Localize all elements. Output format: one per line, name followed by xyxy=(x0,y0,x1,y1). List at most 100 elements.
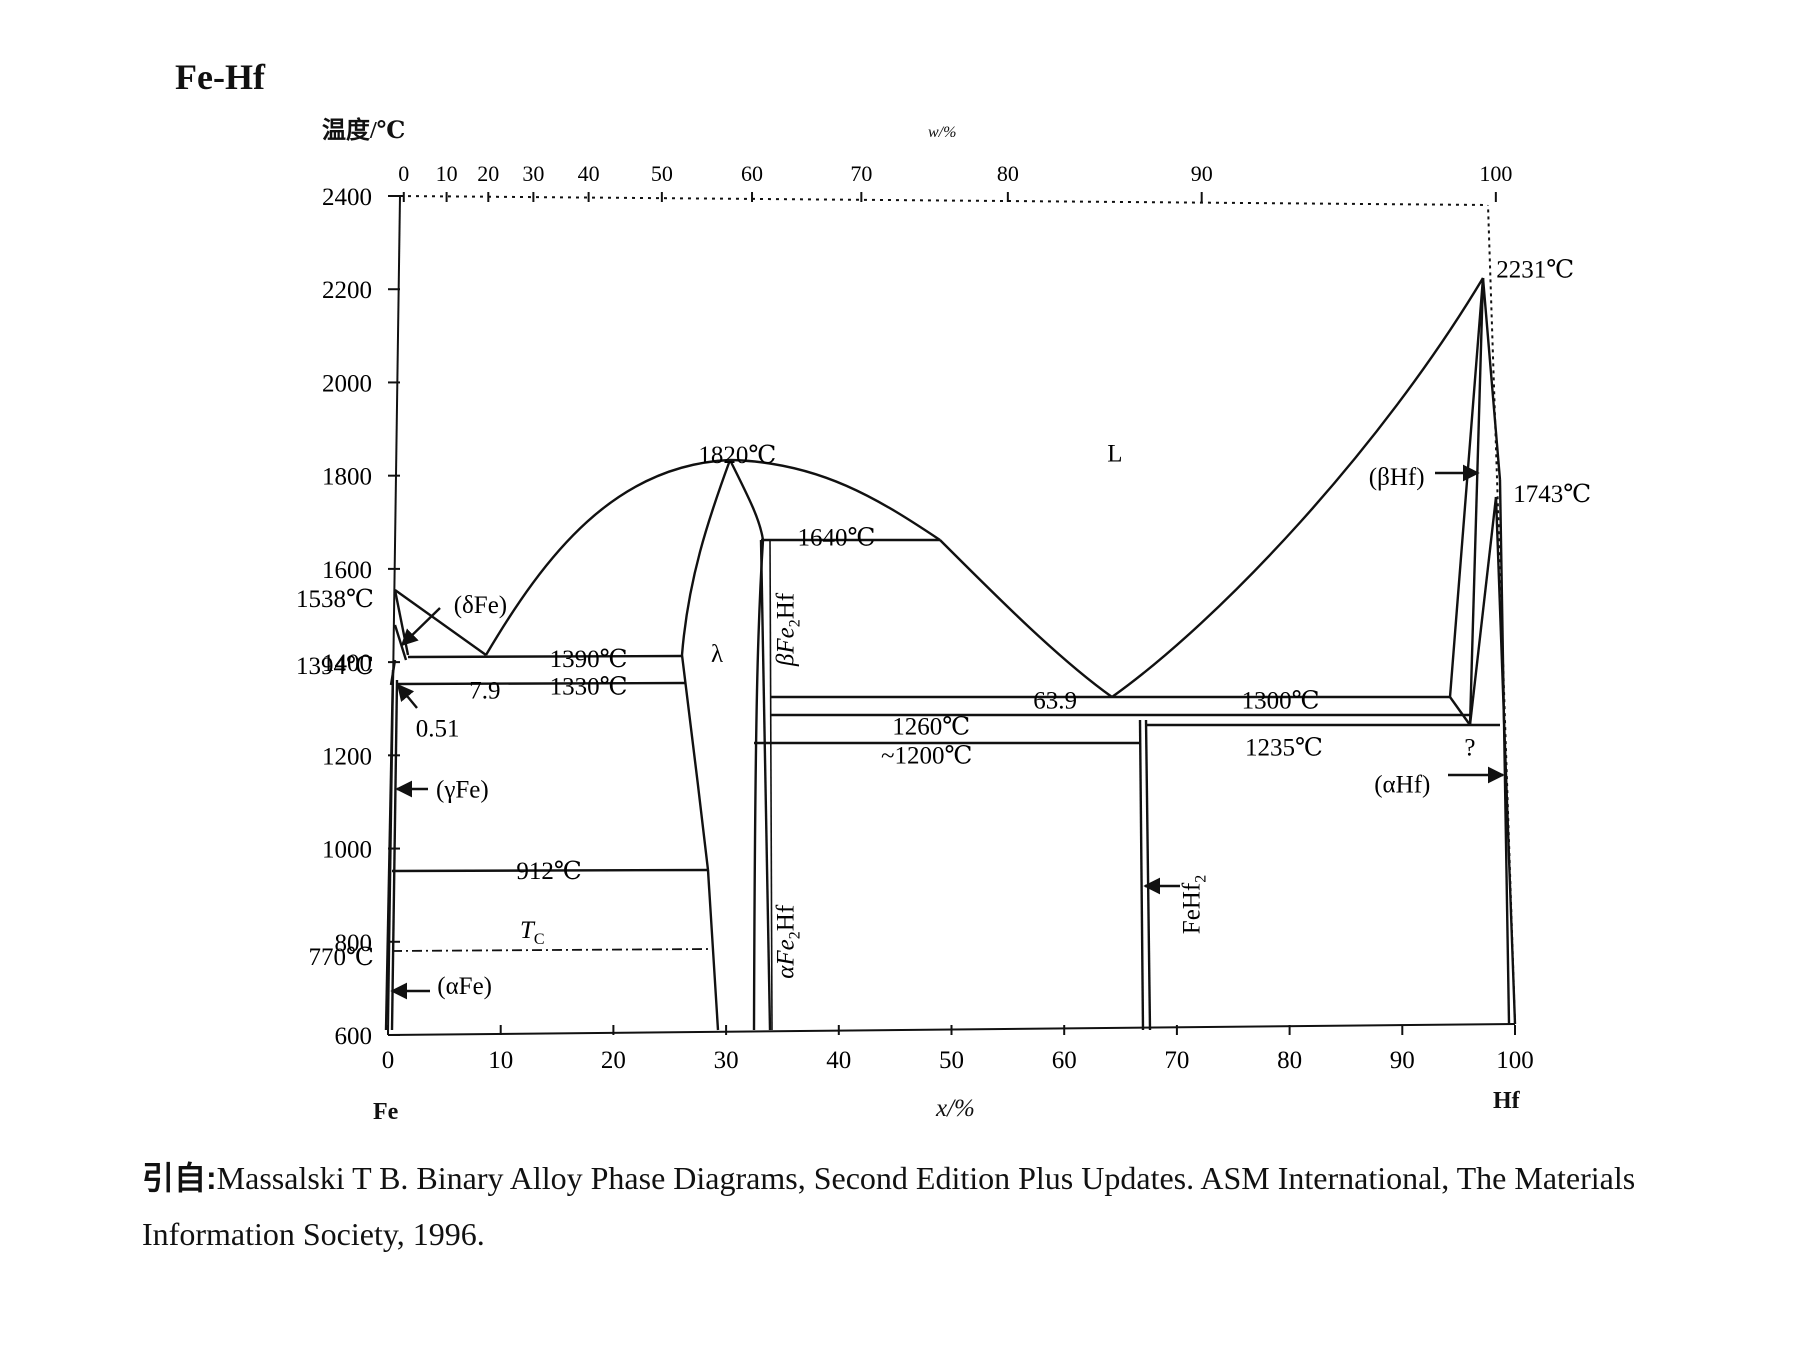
phase-label-tail: Hf xyxy=(773,904,800,931)
diagram-label: 1260℃ xyxy=(892,713,970,740)
y-tick-label: 2400 xyxy=(322,184,372,211)
isotherms xyxy=(391,538,1500,952)
diagram-label: ~1200℃ xyxy=(881,742,973,769)
y-tick-label: 2000 xyxy=(322,370,372,397)
liquidus-to-eutectic-63-9 xyxy=(939,539,1113,698)
lambda-left-solvus-lower xyxy=(706,869,720,1031)
x-tick-label: 0 xyxy=(382,1047,395,1074)
phase-label-sub: 2 xyxy=(787,619,804,627)
curie-label-sub: C xyxy=(534,931,545,948)
phase-label-sub: 2 xyxy=(787,931,804,939)
top-tick-label: 70 xyxy=(850,161,872,186)
diagram-label: (βHf) xyxy=(1369,464,1425,491)
phase-label-tail: Hf xyxy=(773,592,800,619)
diagram-label: λ xyxy=(711,641,723,668)
diagram-label: 7.9 xyxy=(469,677,500,704)
beta-alpha-hf-2 xyxy=(1468,496,1498,726)
hf-liquidus-right xyxy=(1481,277,1502,481)
isotherm-1390 xyxy=(407,654,683,659)
beta-hf-solidus xyxy=(1448,277,1485,698)
arrows xyxy=(390,464,1505,1000)
y-tick-label: 1400 xyxy=(322,650,372,677)
beta-alpha-hf-1 xyxy=(1449,696,1471,726)
region-labels: 1820℃ 1640℃ L (βHf) 2231℃ 1743℃ (δFe) 1390℃ 7.9 1… xyxy=(296,257,1591,1000)
plot-frame xyxy=(387,195,1516,1036)
x-tick-label: 10 xyxy=(488,1047,513,1074)
y-tick-label: 1000 xyxy=(322,837,372,864)
diagram-label: 912℃ xyxy=(516,858,581,885)
x-tick-label: 100 xyxy=(1496,1047,1534,1074)
curie-temperature-label: TC xyxy=(520,917,545,948)
diagram-label: 63.9 xyxy=(1033,688,1077,715)
y-tick-label: 1800 xyxy=(322,464,372,491)
top-tick-label: 60 xyxy=(741,161,763,186)
diagram-label: (αHf) xyxy=(1374,772,1430,799)
top-tick-label: 10 xyxy=(436,161,458,186)
left-temperature-label: 1538℃ xyxy=(296,586,374,613)
gamma-fe-left xyxy=(384,669,395,1031)
diagram-label: ? xyxy=(1464,734,1475,761)
delta-fe-solvus xyxy=(393,624,408,661)
left-temperature-label: 1394℃ xyxy=(296,653,374,680)
fehf2-right xyxy=(1144,719,1152,1031)
alpha-hf-inner xyxy=(1498,479,1511,1025)
diagram-label: 1640℃ xyxy=(798,525,876,552)
left-temperature-label: 770℃ xyxy=(309,944,374,971)
phase-label-main: FeHf xyxy=(1178,882,1205,934)
fe2hf-left xyxy=(759,539,772,1031)
element-fe-label: Fe xyxy=(373,1099,399,1125)
arrow-0-51 xyxy=(396,683,418,709)
top-tick-label: 90 xyxy=(1191,161,1213,186)
isotherm-1330 xyxy=(396,681,687,686)
top-tick-label: 0 xyxy=(398,161,409,186)
y-tick-label: 1600 xyxy=(322,557,372,584)
x-axis-ticks: 0 10 20 30 40 50 60 70 80 90 100 xyxy=(382,1025,1534,1074)
diagram-label: (δFe) xyxy=(454,592,507,619)
diagram-label: 1300℃ xyxy=(1242,688,1320,715)
x-tick-label: 30 xyxy=(714,1047,739,1074)
top-axis-ticks: 0 10 20 30 40 50 60 70 80 90 100 xyxy=(398,161,1512,202)
x-tick-label: 90 xyxy=(1390,1047,1415,1074)
vertical-phase-label: βFe2Hf xyxy=(773,592,804,667)
diagram-label: (γFe) xyxy=(436,776,489,803)
x-axis-label: x/% xyxy=(936,1095,975,1122)
top-tick-label: 80 xyxy=(997,161,1019,186)
liquidus-eutectic-to-lambda-max xyxy=(484,458,731,656)
lambda-left-liquidus xyxy=(680,459,732,656)
diagram-label: (αFe) xyxy=(437,973,492,1000)
x-tick-label: 40 xyxy=(826,1047,851,1074)
top-axis xyxy=(399,195,1489,206)
vertical-phase-label: αFe2Hf xyxy=(773,904,804,979)
diagram-label: 0.51 xyxy=(416,716,460,743)
liquidus-hf-side xyxy=(1111,277,1485,698)
phase-label-main: αFe xyxy=(773,939,800,979)
top-axis-label: w/% xyxy=(928,124,957,141)
arrow-delta-fe xyxy=(400,607,441,647)
top-tick-label: 40 xyxy=(578,161,600,186)
isotherm-curie xyxy=(391,948,713,952)
liquidus-fe-to-eutectic xyxy=(394,589,487,656)
citation-text: Massalski T B. Binary Alloy Phase Diagra… xyxy=(142,1160,1636,1252)
liquidus-lambda-to-peritectic xyxy=(729,458,941,541)
x-tick-label: 60 xyxy=(1052,1047,1077,1074)
diagram-label: 1330℃ xyxy=(550,674,628,701)
curie-label-main: T xyxy=(520,917,536,944)
diagram-label: 1820℃ xyxy=(698,442,776,469)
phase-boundaries xyxy=(384,277,1517,1031)
top-tick-label: 100 xyxy=(1479,161,1512,186)
citation-prefix: 引自: xyxy=(142,1160,217,1196)
x-tick-label: 20 xyxy=(601,1047,626,1074)
vertical-phase-label: FeHf2 xyxy=(1178,875,1209,934)
diagram-label: 1390℃ xyxy=(550,646,628,673)
y-axis-label: 温度/℃ xyxy=(322,118,406,144)
y-tick-label: 800 xyxy=(335,930,373,957)
top-tick-label: 50 xyxy=(651,161,673,186)
gamma-fe-right xyxy=(390,679,399,1031)
lambda-right-liquidus xyxy=(728,459,765,541)
diagram-label: 1743℃ xyxy=(1513,481,1591,508)
fe2hf-right xyxy=(769,539,773,1031)
y-tick-label: 1200 xyxy=(322,743,372,770)
y-tick-label: 600 xyxy=(335,1023,373,1050)
top-tick-label: 20 xyxy=(477,161,499,186)
